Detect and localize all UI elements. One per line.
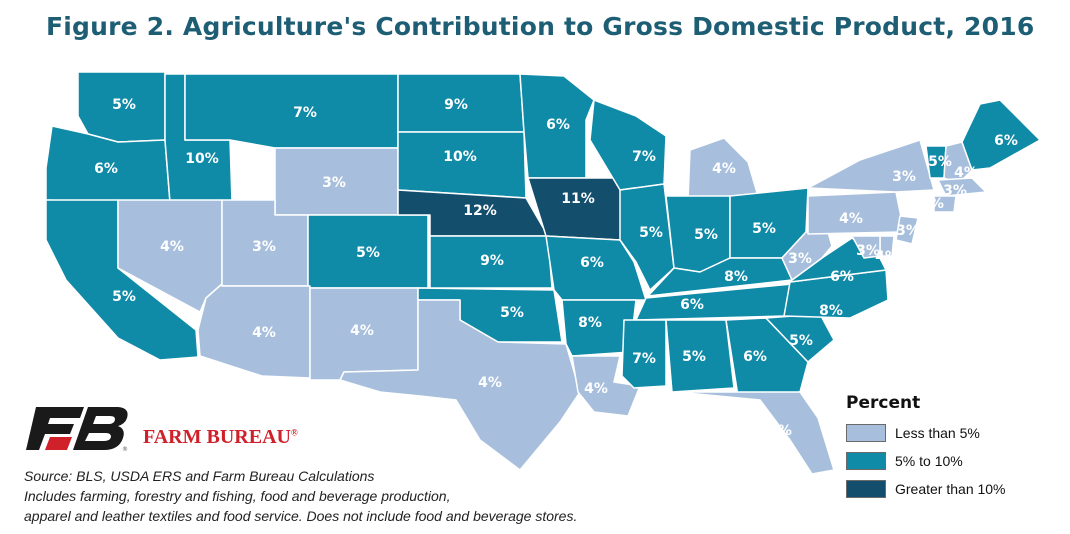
legend-swatch-low — [846, 424, 886, 442]
state-ct — [933, 195, 957, 213]
state-label-nm: 4% — [350, 323, 374, 339]
state-mi — [687, 137, 759, 201]
state-label-il: 5% — [639, 225, 663, 241]
state-ga — [725, 317, 809, 397]
brand-name: FARM BUREAU® — [143, 426, 298, 448]
state-ma — [937, 177, 987, 197]
state-label-mn: 6% — [546, 117, 570, 133]
state-label-or: 6% — [94, 161, 118, 177]
state-nj — [895, 215, 919, 245]
legend-swatch-high — [846, 480, 886, 498]
state-label-ms: 7% — [632, 351, 656, 367]
legend-item-low: Less than 5% — [846, 423, 1006, 443]
state-label-tn: 6% — [680, 297, 704, 313]
legend-label-mid: 5% to 10% — [895, 453, 963, 469]
state-label-wa: 5% — [112, 97, 136, 113]
state-ks — [429, 235, 553, 289]
state-al — [665, 319, 735, 393]
state-mt — [184, 73, 399, 149]
state-ms — [621, 319, 667, 389]
state-label-sc: 5% — [789, 333, 813, 349]
state-label-me: 6% — [994, 133, 1018, 149]
state-fl — [675, 391, 835, 475]
state-label-nc: 8% — [819, 303, 843, 319]
legend-label-low: Less than 5% — [895, 425, 980, 441]
state-label-ar: 8% — [578, 315, 602, 331]
state-label-ne: 12% — [463, 203, 497, 219]
state-label-ny: 3% — [892, 169, 916, 185]
notes: Source: BLS, USDA ERS and Farm Bureau Ca… — [24, 466, 577, 526]
state-label-oh: 5% — [752, 221, 776, 237]
state-label-mi: 4% — [712, 161, 736, 177]
state-label-fl: 4% — [768, 423, 792, 439]
state-label-ma: 3% — [943, 183, 967, 199]
state-mn — [519, 73, 595, 179]
svg-text:®: ® — [122, 446, 128, 453]
state-label-in: 5% — [694, 227, 718, 243]
description-note-2: apparel and leather textiles and food se… — [24, 508, 578, 524]
state-sd — [397, 131, 527, 199]
state-label-wv: 3% — [788, 251, 812, 267]
legend-label-high: Greater than 10% — [895, 481, 1006, 497]
description-note-1: Includes farming, forestry and fishing, … — [24, 488, 451, 504]
state-label-sd: 10% — [443, 149, 477, 165]
state-label-ga: 6% — [743, 349, 767, 365]
state-label-la: 4% — [584, 381, 608, 397]
state-me — [961, 99, 1041, 171]
state-label-id: 10% — [185, 151, 219, 167]
state-label-md: 4% — [875, 249, 899, 265]
state-label-pa: 4% — [839, 211, 863, 227]
state-label-nj: 3% — [896, 223, 920, 239]
state-tx — [339, 299, 581, 471]
state-wv — [781, 231, 833, 281]
source-note: Source: BLS, USDA ERS and Farm Bureau Ca… — [24, 468, 375, 484]
legend-item-high: Greater than 10% — [846, 479, 1006, 499]
state-label-mt: 7% — [293, 105, 317, 121]
state-label-ok: 5% — [500, 305, 524, 321]
legend-item-mid: 5% to 10% — [846, 451, 1006, 471]
state-label-ky: 8% — [724, 269, 748, 285]
state-label-nd: 9% — [444, 97, 468, 113]
state-label-vt: 5% — [928, 154, 952, 170]
state-label-az: 4% — [252, 325, 276, 341]
state-label-nv: 4% — [160, 239, 184, 255]
page-title: Figure 2. Agriculture's Contribution to … — [46, 12, 1035, 41]
state-ny — [807, 139, 935, 193]
state-wi — [589, 99, 667, 191]
state-ar — [561, 299, 637, 357]
state-label-al: 5% — [682, 349, 706, 365]
state-label-co: 5% — [356, 245, 380, 261]
state-il — [619, 183, 675, 291]
state-label-ca: 5% — [112, 289, 136, 305]
state-label-va: 6% — [830, 269, 854, 285]
state-label-de: 3% — [856, 243, 880, 259]
state-label-ks: 9% — [480, 253, 504, 269]
state-label-mo: 6% — [580, 255, 604, 271]
state-md — [851, 235, 881, 259]
farm-bureau-fb-logo-icon: ® — [26, 407, 128, 453]
state-label-wy: 3% — [322, 175, 346, 191]
state-la — [571, 355, 641, 417]
state-label-wi: 7% — [632, 149, 656, 165]
state-label-tx: 4% — [478, 375, 502, 391]
state-label-ct: 3% — [920, 196, 944, 212]
legend-title: Percent — [846, 393, 921, 413]
legend: Percent Less than 5% 5% to 10% Greater t… — [846, 393, 1006, 507]
state-label-ut: 3% — [252, 239, 276, 255]
legend-swatch-mid — [846, 452, 886, 470]
state-label-ia: 11% — [561, 191, 595, 207]
state-label-nh: 4% — [954, 165, 978, 181]
